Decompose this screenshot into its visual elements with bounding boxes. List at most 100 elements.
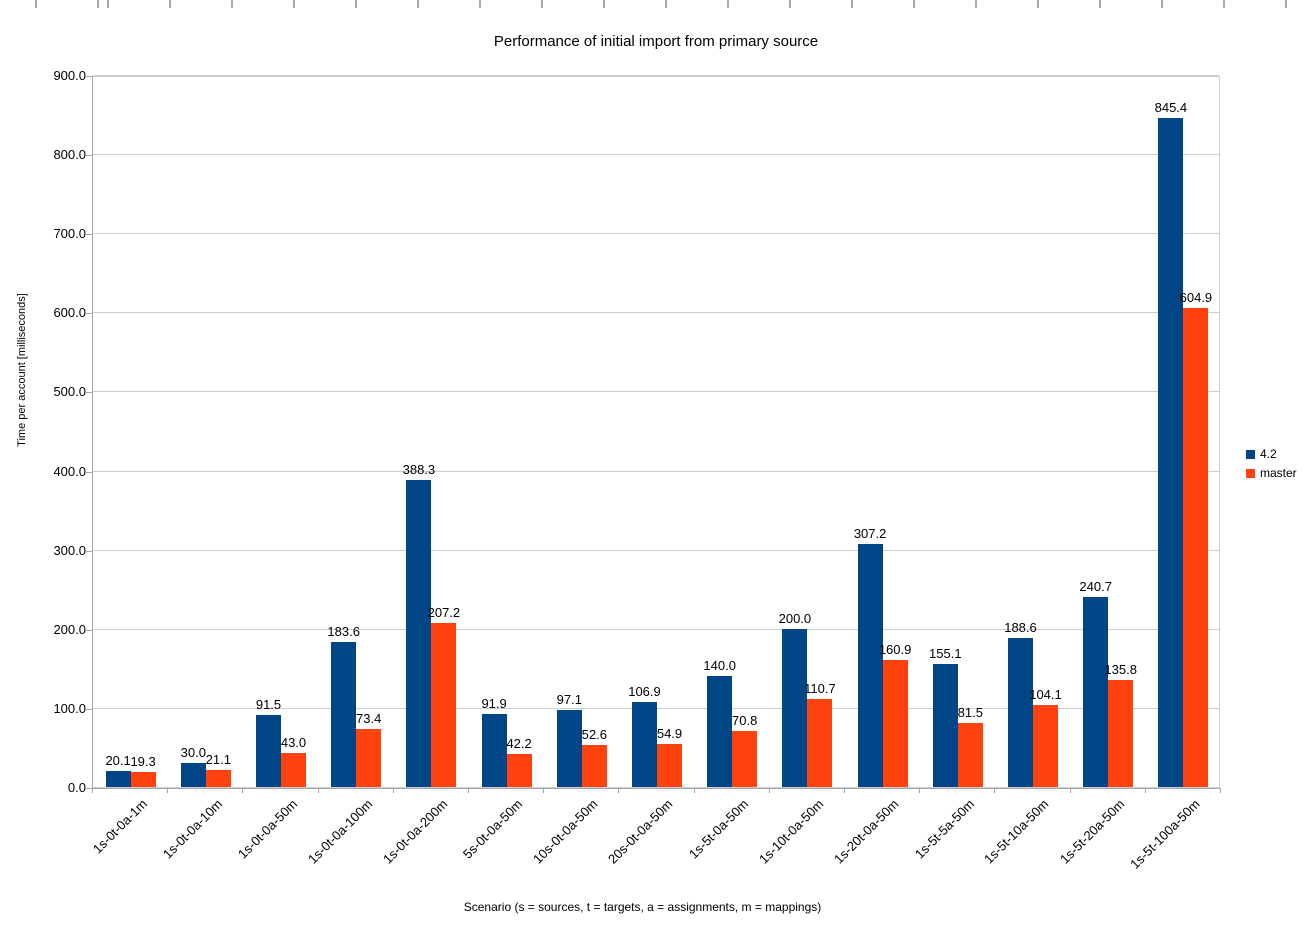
bar-master — [356, 728, 382, 787]
bar-master — [431, 623, 457, 787]
x-axis-tick — [92, 788, 93, 793]
bar-4.2 — [180, 763, 206, 787]
bar-4.2 — [556, 710, 582, 787]
bar-master — [882, 659, 908, 787]
data-label: 104.1 — [1029, 686, 1062, 702]
y-tick-label: 100.0 — [53, 700, 86, 716]
data-label: 604.9 — [1179, 290, 1213, 306]
plot-area: 20.1 30.0 91.5 183.6 388.3 91.9 97.1 106.9 140.0… — [92, 75, 1220, 788]
data-label: 54.9 — [656, 725, 683, 741]
data-label: 91.5 — [255, 696, 282, 712]
x-axis-tick — [468, 788, 469, 793]
bar-master — [130, 771, 156, 787]
x-tick-label: 1s-5t-10a-50m — [981, 796, 1052, 867]
data-label: 845.4 — [1154, 100, 1188, 116]
data-label: 160.9 — [878, 641, 912, 657]
bar-master — [657, 743, 682, 787]
x-axis-tick — [1220, 788, 1221, 793]
bar-4.2 — [1083, 596, 1109, 787]
gridline — [93, 312, 1219, 314]
x-tick-label: 1s-0t-0a-200m — [379, 796, 451, 867]
x-axis-tick — [919, 788, 921, 793]
y-axis-title: Time per account [milliseconds] — [16, 293, 28, 447]
y-axis-tick — [86, 550, 92, 552]
data-label: 19.3 — [130, 753, 156, 769]
x-tick-label: 1s-10t-0a-50m — [755, 796, 827, 867]
bar-4.2 — [1008, 637, 1033, 787]
data-label: 73.4 — [356, 710, 382, 726]
legend-item: master — [1246, 467, 1297, 479]
y-axis-tick — [86, 76, 92, 77]
bar-master — [281, 752, 306, 787]
bar-master — [581, 745, 607, 787]
data-label: 140.0 — [703, 658, 736, 674]
data-label: 52.6 — [581, 727, 607, 743]
bar-4.2 — [707, 676, 733, 787]
x-tick-label: 1s-5t-100a-50m — [1126, 796, 1203, 872]
x-axis-tick — [543, 788, 545, 793]
data-label: 106.9 — [628, 684, 661, 700]
y-axis-tick — [86, 392, 92, 394]
data-label: 110.7 — [804, 681, 836, 697]
bar-master — [732, 731, 758, 787]
data-label: 307.2 — [853, 525, 887, 541]
gridline — [93, 75, 1219, 76]
x-axis-tick — [392, 788, 394, 793]
bar-master — [1033, 704, 1058, 787]
x-axis-line — [92, 788, 1221, 789]
bar-4.2 — [782, 628, 808, 787]
x-axis-tick — [1069, 788, 1071, 793]
bar-4.2 — [632, 702, 657, 787]
bar-master — [957, 722, 983, 787]
top-ruler-ticks — [0, 0, 1312, 8]
x-tick-label: 1s-5t-0a-50m — [685, 796, 752, 862]
legend-swatch-4.2 — [1246, 449, 1255, 459]
data-label: 135.8 — [1104, 661, 1137, 677]
y-tick-label: 400.0 — [53, 463, 86, 479]
x-tick-label: 1s-0t-0a-10m — [159, 796, 225, 862]
bar-master — [1108, 679, 1134, 787]
x-tick-label: 1s-0t-0a-1m — [89, 796, 150, 857]
x-tick-label: 5s-0t-0a-50m — [460, 796, 526, 862]
y-tick-label: 800.0 — [53, 147, 86, 163]
data-label: 30.0 — [180, 745, 206, 761]
y-tick-label: 700.0 — [53, 226, 86, 242]
data-label: 155.1 — [929, 646, 962, 662]
x-tick-label: 1s-5t-5a-50m — [911, 796, 977, 862]
legend-item: 4.2 — [1246, 448, 1297, 460]
data-label: 70.8 — [732, 713, 758, 728]
y-axis-tick — [86, 629, 92, 631]
legend-swatch-master — [1246, 468, 1255, 478]
chart-title: Performance of initial import from prima… — [493, 33, 819, 50]
data-label: 42.2 — [506, 735, 532, 751]
x-axis-tick — [844, 788, 845, 793]
data-label: 20.1 — [105, 753, 131, 769]
x-tick-label: 1s-0t-0a-50m — [234, 796, 300, 862]
x-axis-tick — [242, 788, 244, 793]
data-label: 200.0 — [778, 610, 812, 626]
x-tick-label: 20s-0t-0a-50m — [605, 796, 676, 867]
y-axis-tick — [86, 234, 92, 236]
bar-master — [807, 699, 833, 787]
bar-4.2 — [105, 771, 131, 787]
data-label: 183.6 — [327, 623, 360, 639]
data-label: 240.7 — [1079, 578, 1112, 594]
x-tick-label: 1s-5t-20a-50m — [1056, 796, 1128, 867]
gridline — [93, 549, 1219, 551]
data-label: 388.3 — [402, 461, 436, 477]
data-label: 91.9 — [481, 696, 507, 712]
bar-4.2 — [1158, 118, 1184, 787]
y-axis-tick — [86, 708, 92, 710]
bar-master — [1183, 308, 1209, 787]
data-label: 43.0 — [280, 734, 307, 750]
bar-4.2 — [857, 543, 883, 787]
x-tick-label: 10s-0t-0a-50m — [530, 796, 601, 867]
data-label: 97.1 — [556, 692, 582, 708]
x-axis-tick — [167, 788, 169, 793]
legend-label: 4.2 — [1260, 447, 1277, 461]
y-axis-tick — [86, 788, 92, 789]
bar-4.2 — [331, 641, 357, 787]
y-tick-label: 600.0 — [53, 305, 86, 321]
y-tick-label: 200.0 — [53, 621, 86, 637]
